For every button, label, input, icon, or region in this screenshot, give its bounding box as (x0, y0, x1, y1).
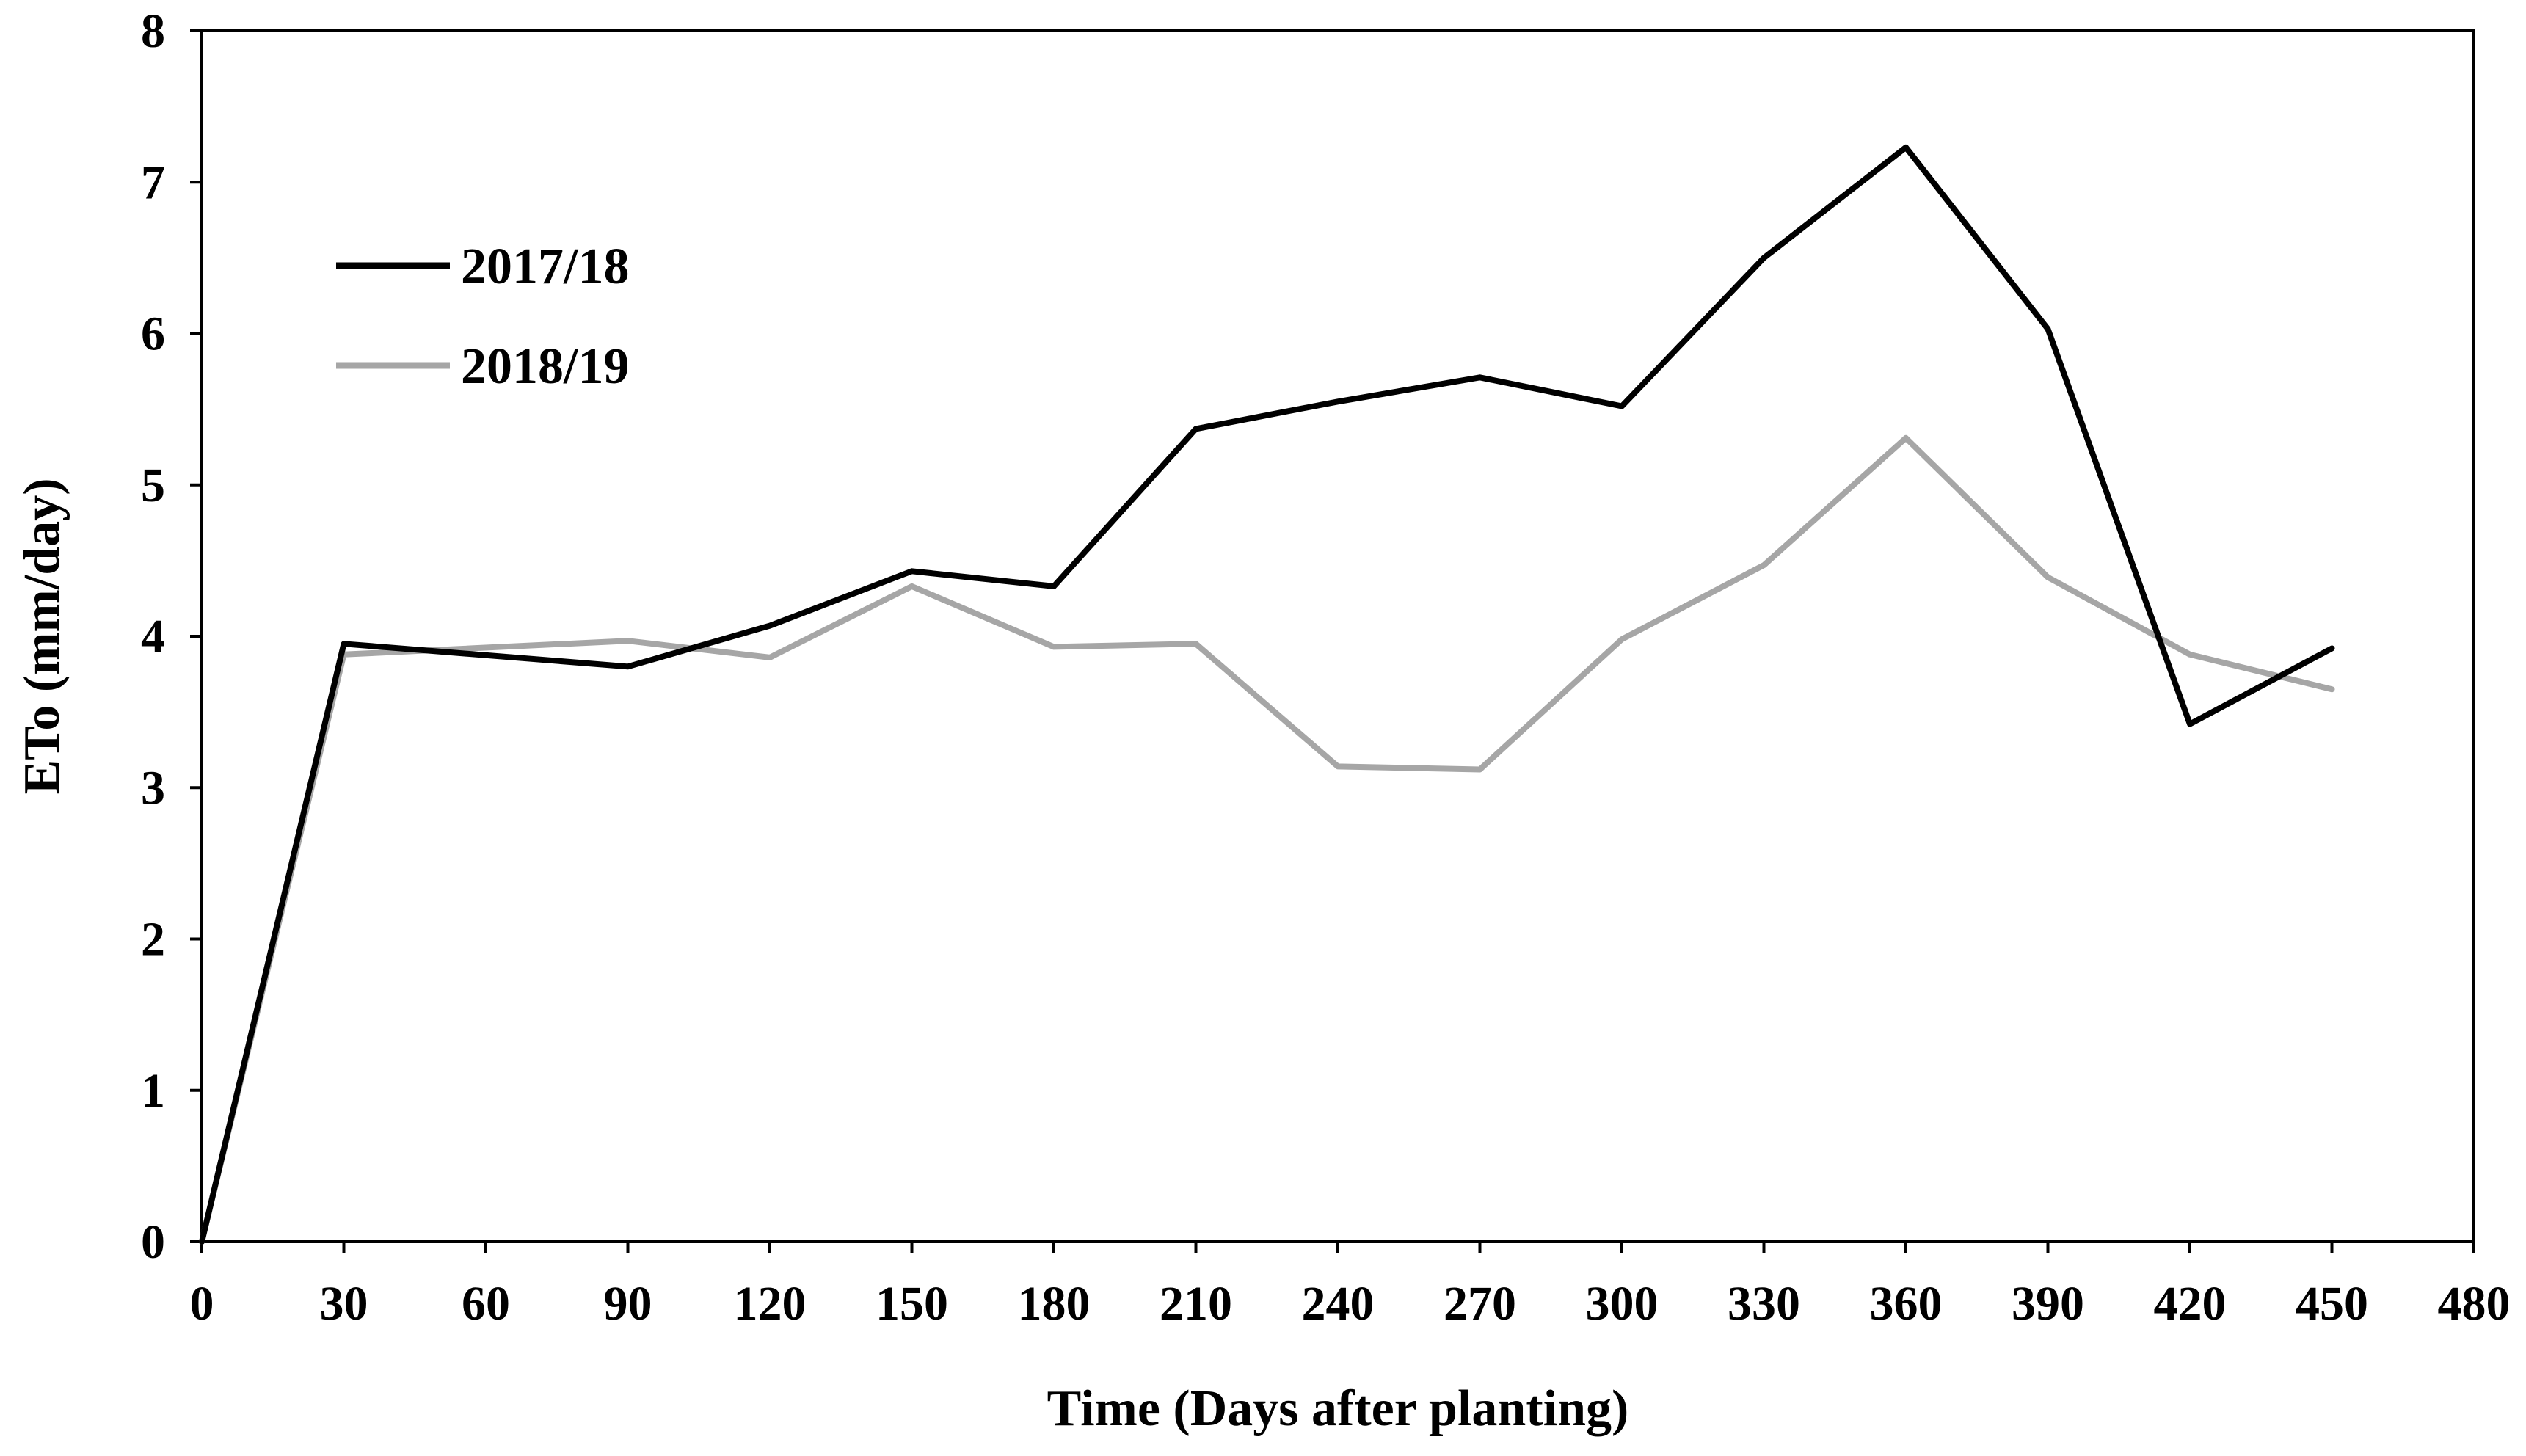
x-axis-title: Time (Days after planting) (1047, 1380, 1629, 1437)
y-axis-ticks: 0 1 2 3 4 5 6 7 8 (141, 4, 202, 1269)
y-tick-label: 2 (141, 913, 165, 967)
x-tick-label: 240 (1302, 1277, 1375, 1331)
x-tick-label: 90 (604, 1277, 652, 1331)
x-tick-label: 60 (462, 1277, 510, 1331)
y-axis-title: ETo (mm/day) (14, 478, 70, 794)
y-tick-label: 0 (141, 1215, 165, 1269)
y-tick-label: 8 (141, 4, 165, 58)
x-tick-label: 390 (2012, 1277, 2084, 1331)
x-tick-label: 360 (1870, 1277, 1943, 1331)
legend-label: 2018/19 (461, 338, 629, 395)
x-tick-label: 120 (734, 1277, 807, 1331)
x-tick-label: 180 (1018, 1277, 1091, 1331)
series-line-2017-18 (199, 144, 2335, 1245)
x-tick-label: 420 (2154, 1277, 2227, 1331)
legend-label: 2017/18 (461, 239, 629, 295)
y-tick-label: 4 (141, 610, 165, 663)
x-tick-label: 150 (876, 1277, 948, 1331)
y-tick-label: 5 (141, 459, 165, 512)
x-tick-label: 450 (2296, 1277, 2368, 1331)
y-tick-label: 7 (141, 156, 165, 209)
x-tick-label: 30 (320, 1277, 368, 1331)
x-tick-label: 210 (1160, 1277, 1232, 1331)
plot-frame (200, 29, 2475, 1243)
x-tick-label: 480 (2438, 1277, 2511, 1331)
y-tick-label: 3 (141, 761, 165, 815)
legend: 2017/18 2018/19 (336, 239, 629, 395)
y-tick-label: 6 (141, 307, 165, 361)
series-line-2018-19 (199, 434, 2335, 1245)
y-tick-label: 1 (141, 1064, 165, 1118)
x-tick-label: 0 (190, 1277, 214, 1331)
x-tick-label: 330 (1728, 1277, 1800, 1331)
x-axis-ticks: 0 30 60 90 120 150 180 210 240 270 300 330 360 390 420… (190, 1242, 2511, 1331)
x-tick-label: 270 (1444, 1277, 1516, 1331)
series-lines (199, 144, 2335, 1245)
x-tick-label: 300 (1586, 1277, 1659, 1331)
